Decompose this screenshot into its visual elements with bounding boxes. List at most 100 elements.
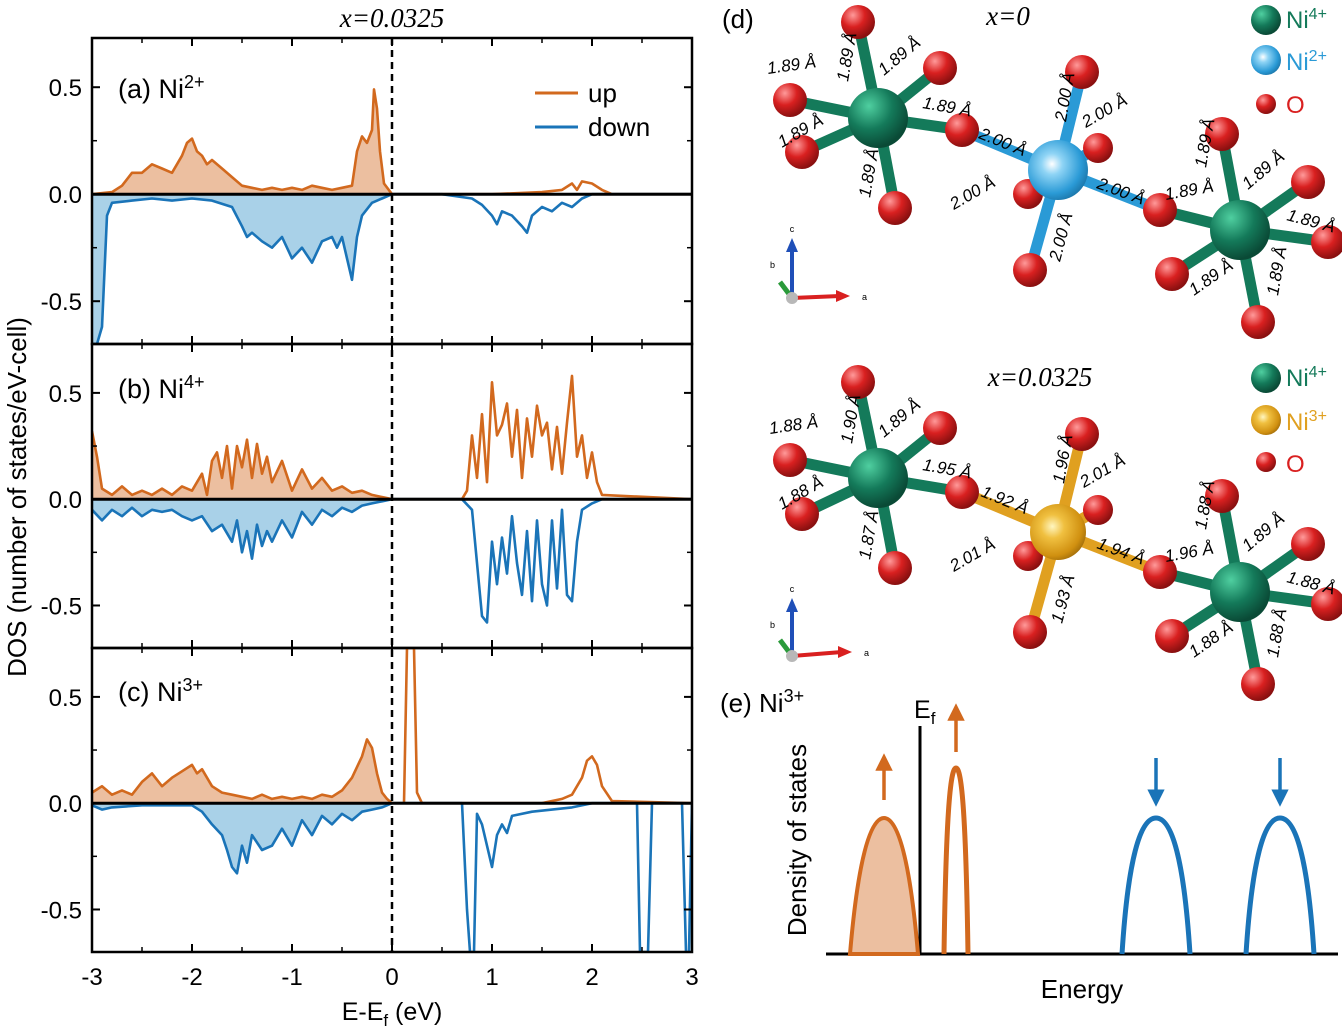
c-axis-arrowhead xyxy=(786,238,798,252)
bond-label: 1.89 Å xyxy=(766,52,817,78)
dos-up-fill xyxy=(92,89,392,195)
o-legend-icon xyxy=(1256,94,1276,114)
o-atom xyxy=(1291,527,1325,561)
panel-c-label: (c) Ni3+ xyxy=(118,675,203,707)
y-tick-label: 0.5 xyxy=(49,381,82,408)
bond-label: 1.95 Å xyxy=(921,455,973,482)
x-tick-label: 1 xyxy=(485,964,498,991)
dos-down-fill xyxy=(92,194,392,344)
bond-label: 1.88 Å xyxy=(1263,607,1290,659)
y-tick-label: 0.0 xyxy=(49,182,82,209)
bond-label: 1.87 Å xyxy=(855,509,882,561)
bond-label: 1.89 Å xyxy=(874,395,924,441)
o-atom xyxy=(878,551,912,585)
c-axis-arrowhead xyxy=(786,598,798,612)
o-atom xyxy=(878,191,912,225)
bond-label: 2.01 Å xyxy=(946,534,999,576)
o-atom xyxy=(1065,55,1099,89)
bond-label: 1.93 Å xyxy=(1048,573,1079,625)
a-axis-label: a xyxy=(864,648,869,658)
axes-origin xyxy=(786,292,798,304)
ni4-legend-icon xyxy=(1251,5,1281,35)
dos-up-line xyxy=(92,88,692,196)
o-atom xyxy=(1205,479,1239,513)
x-tick-label: 3 xyxy=(685,964,698,991)
legend-label: Ni3+ xyxy=(1286,408,1327,436)
c-axis-label: c xyxy=(790,224,795,234)
o-atom xyxy=(945,475,979,509)
y-tick-label: 0.5 xyxy=(49,75,82,102)
y-tick-label: -0.5 xyxy=(41,289,82,316)
o-atom xyxy=(1083,133,1113,163)
o-atom xyxy=(1311,225,1342,259)
bond-label: 1.89 Å xyxy=(921,93,973,120)
x-tick-label: 0 xyxy=(385,964,398,991)
bond-label: 1.89 Å xyxy=(1263,245,1290,297)
ni3-legend-icon xyxy=(1251,405,1281,435)
oxygen-atoms xyxy=(773,365,1342,701)
o-atom xyxy=(1143,193,1177,227)
y-tick-label: -0.5 xyxy=(41,897,82,924)
ni4-atom xyxy=(848,88,908,148)
y-axis-label: DOS (number of states/eV-cell) xyxy=(2,317,32,677)
o-atom xyxy=(1291,165,1325,199)
ni4-atom xyxy=(848,448,908,508)
bond-label: 1.89 Å xyxy=(1238,147,1288,193)
atom-legend: Ni4+ Ni2+ O xyxy=(1251,5,1327,119)
ni4-atom xyxy=(1210,200,1270,260)
legend-label: O xyxy=(1286,451,1305,478)
bond-label: 1.88 Å xyxy=(1191,479,1218,531)
panel-e-label: (e) Ni3+ xyxy=(720,686,804,718)
b-axis-label: b xyxy=(770,260,775,270)
x-tick-label: -1 xyxy=(281,964,302,991)
a-axis-label: a xyxy=(862,292,867,302)
bond-label: 2.00 Å xyxy=(1094,174,1148,209)
plot-area xyxy=(92,374,692,624)
unoccupied-up-peak xyxy=(941,765,971,955)
o-atom xyxy=(923,51,957,85)
dos-plots: x=0.0325 DOS (number of states/eV-cell) … xyxy=(2,3,699,1030)
o-atom xyxy=(1155,619,1189,653)
legend-label: Ni2+ xyxy=(1286,48,1327,76)
dos-down-fill xyxy=(92,499,392,559)
dos-down-line xyxy=(92,497,692,624)
panel-d-label: (d) xyxy=(722,4,754,34)
o-atom xyxy=(785,497,819,531)
dos-up-line xyxy=(92,374,692,501)
dos-down-fill xyxy=(92,803,392,874)
dos-up-fill xyxy=(92,739,392,804)
panel-c: 0.5 0.0 -0.5 xyxy=(41,646,694,954)
e-x-axis-label: Energy xyxy=(1041,974,1123,1004)
bond-label: 2.00 Å xyxy=(976,124,1030,160)
plot-title: x=0.0325 xyxy=(339,3,444,33)
x-tick-label: -3 xyxy=(81,964,102,991)
o-atom xyxy=(773,83,807,117)
dos-up-line xyxy=(92,648,692,805)
bond-label: 1.89 Å xyxy=(1163,177,1215,204)
bond-label: 1.89 Å xyxy=(874,33,924,79)
structure-title: x=0 xyxy=(985,1,1030,31)
o-atom xyxy=(945,113,979,147)
o-atom xyxy=(1013,253,1047,287)
b-axis-label: b xyxy=(770,620,775,630)
down-peak-2 xyxy=(1243,815,1317,955)
dos-up-fill xyxy=(92,431,392,500)
bond-label: 1.89 Å xyxy=(833,31,860,83)
y-tick-label: 0.0 xyxy=(49,487,82,514)
o-atom xyxy=(1241,667,1275,701)
y-tick-label: 0.0 xyxy=(49,791,82,818)
o-atom xyxy=(923,411,957,445)
bond-label: 1.88 Å xyxy=(768,412,819,438)
occupied-up-peak xyxy=(847,815,921,956)
o-atom xyxy=(785,135,819,169)
o-atom xyxy=(773,443,807,477)
structure-title: x=0.0325 xyxy=(987,362,1092,392)
a-axis-arrow xyxy=(791,294,841,300)
a-axis-arrow xyxy=(791,650,843,658)
panel-b-label: (b) Ni4+ xyxy=(118,372,205,404)
c-axis-label: c xyxy=(790,584,795,594)
o-atom xyxy=(1155,257,1189,291)
o-atom xyxy=(1311,587,1342,621)
bond-label: 1.90 Å xyxy=(837,393,864,445)
o-legend-icon xyxy=(1256,452,1276,472)
